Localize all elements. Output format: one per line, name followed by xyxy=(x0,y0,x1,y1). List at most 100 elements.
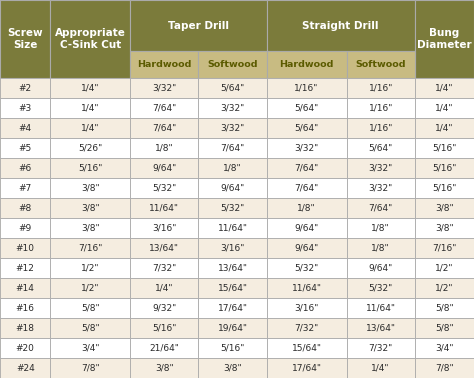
Bar xyxy=(50,98,130,118)
Bar xyxy=(199,78,266,98)
Bar xyxy=(130,218,199,238)
Text: 5/64": 5/64" xyxy=(220,84,245,93)
Text: #12: #12 xyxy=(16,263,35,273)
Bar xyxy=(346,218,415,238)
Bar xyxy=(415,258,474,278)
Bar xyxy=(266,278,346,298)
Bar xyxy=(199,198,266,218)
Text: 3/8": 3/8" xyxy=(435,204,454,213)
Text: Softwood: Softwood xyxy=(356,60,406,69)
Text: 5/16": 5/16" xyxy=(432,164,456,173)
Bar xyxy=(266,158,346,178)
Bar xyxy=(130,78,199,98)
Text: 3/8": 3/8" xyxy=(81,184,100,193)
Bar xyxy=(415,218,474,238)
Text: 1/4": 1/4" xyxy=(81,84,100,93)
Bar xyxy=(415,238,474,258)
Text: 13/64": 13/64" xyxy=(218,263,247,273)
Bar xyxy=(346,138,415,158)
Text: #9: #9 xyxy=(18,224,32,232)
Text: 9/64": 9/64" xyxy=(294,224,319,232)
Bar xyxy=(0,298,50,318)
Bar xyxy=(199,258,266,278)
Bar xyxy=(199,178,266,198)
Bar xyxy=(346,298,415,318)
Text: 11/64": 11/64" xyxy=(149,204,180,213)
Text: 3/32": 3/32" xyxy=(220,124,245,133)
Bar xyxy=(50,218,130,238)
Text: 7/32": 7/32" xyxy=(369,344,393,353)
Text: 7/16": 7/16" xyxy=(432,243,456,253)
Text: 1/8": 1/8" xyxy=(297,204,316,213)
Text: Taper Drill: Taper Drill xyxy=(168,20,229,31)
Bar xyxy=(346,118,415,138)
Bar xyxy=(130,258,199,278)
Bar xyxy=(415,278,474,298)
Bar xyxy=(199,278,266,298)
Bar xyxy=(266,238,346,258)
Bar xyxy=(266,51,346,78)
Text: 5/16": 5/16" xyxy=(220,344,245,353)
Bar xyxy=(50,78,130,98)
Text: 3/32": 3/32" xyxy=(294,144,319,153)
Bar xyxy=(346,318,415,338)
Bar xyxy=(130,318,199,338)
Bar xyxy=(415,358,474,378)
Bar xyxy=(199,298,266,318)
Text: Screw
Size: Screw Size xyxy=(8,28,43,50)
Text: 1/8": 1/8" xyxy=(223,164,242,173)
Text: 3/8": 3/8" xyxy=(81,204,100,213)
Bar xyxy=(266,298,346,318)
Bar xyxy=(199,51,266,78)
Bar xyxy=(266,358,346,378)
Text: 5/16": 5/16" xyxy=(78,164,102,173)
Text: #3: #3 xyxy=(18,104,32,113)
Bar xyxy=(0,178,50,198)
Bar xyxy=(266,218,346,238)
Text: 7/64": 7/64" xyxy=(220,144,245,153)
Bar xyxy=(130,118,199,138)
Bar xyxy=(130,98,199,118)
Text: 1/4": 1/4" xyxy=(372,364,390,372)
Bar xyxy=(266,258,346,278)
Bar xyxy=(346,51,415,78)
Text: 1/16": 1/16" xyxy=(368,124,393,133)
Text: 19/64": 19/64" xyxy=(218,324,247,333)
Text: 1/8": 1/8" xyxy=(155,144,174,153)
Text: Softwood: Softwood xyxy=(207,60,258,69)
Bar xyxy=(199,138,266,158)
Bar xyxy=(199,358,266,378)
Bar xyxy=(50,278,130,298)
Bar xyxy=(199,158,266,178)
Text: 3/4": 3/4" xyxy=(81,344,100,353)
Text: 1/8": 1/8" xyxy=(371,224,390,232)
Bar xyxy=(266,118,346,138)
Bar xyxy=(346,238,415,258)
Bar xyxy=(415,138,474,158)
Bar xyxy=(50,118,130,138)
Text: 5/32": 5/32" xyxy=(369,284,393,293)
Text: #14: #14 xyxy=(16,284,35,293)
Bar xyxy=(415,178,474,198)
Text: 5/8": 5/8" xyxy=(81,304,100,313)
Bar xyxy=(130,178,199,198)
Bar xyxy=(346,258,415,278)
Text: 9/64": 9/64" xyxy=(152,164,176,173)
Text: 5/32": 5/32" xyxy=(152,184,176,193)
Bar xyxy=(266,78,346,98)
Text: 5/8": 5/8" xyxy=(435,324,454,333)
Text: 11/64": 11/64" xyxy=(218,224,247,232)
Text: 11/64": 11/64" xyxy=(292,284,322,293)
Bar xyxy=(346,358,415,378)
Text: 3/32": 3/32" xyxy=(369,184,393,193)
Bar xyxy=(415,98,474,118)
Bar xyxy=(346,198,415,218)
Text: 7/32": 7/32" xyxy=(152,263,176,273)
Bar xyxy=(0,258,50,278)
Text: 5/64": 5/64" xyxy=(294,124,319,133)
Bar xyxy=(415,198,474,218)
Bar xyxy=(199,118,266,138)
Bar xyxy=(50,298,130,318)
Text: 7/32": 7/32" xyxy=(294,324,319,333)
Bar xyxy=(0,338,50,358)
